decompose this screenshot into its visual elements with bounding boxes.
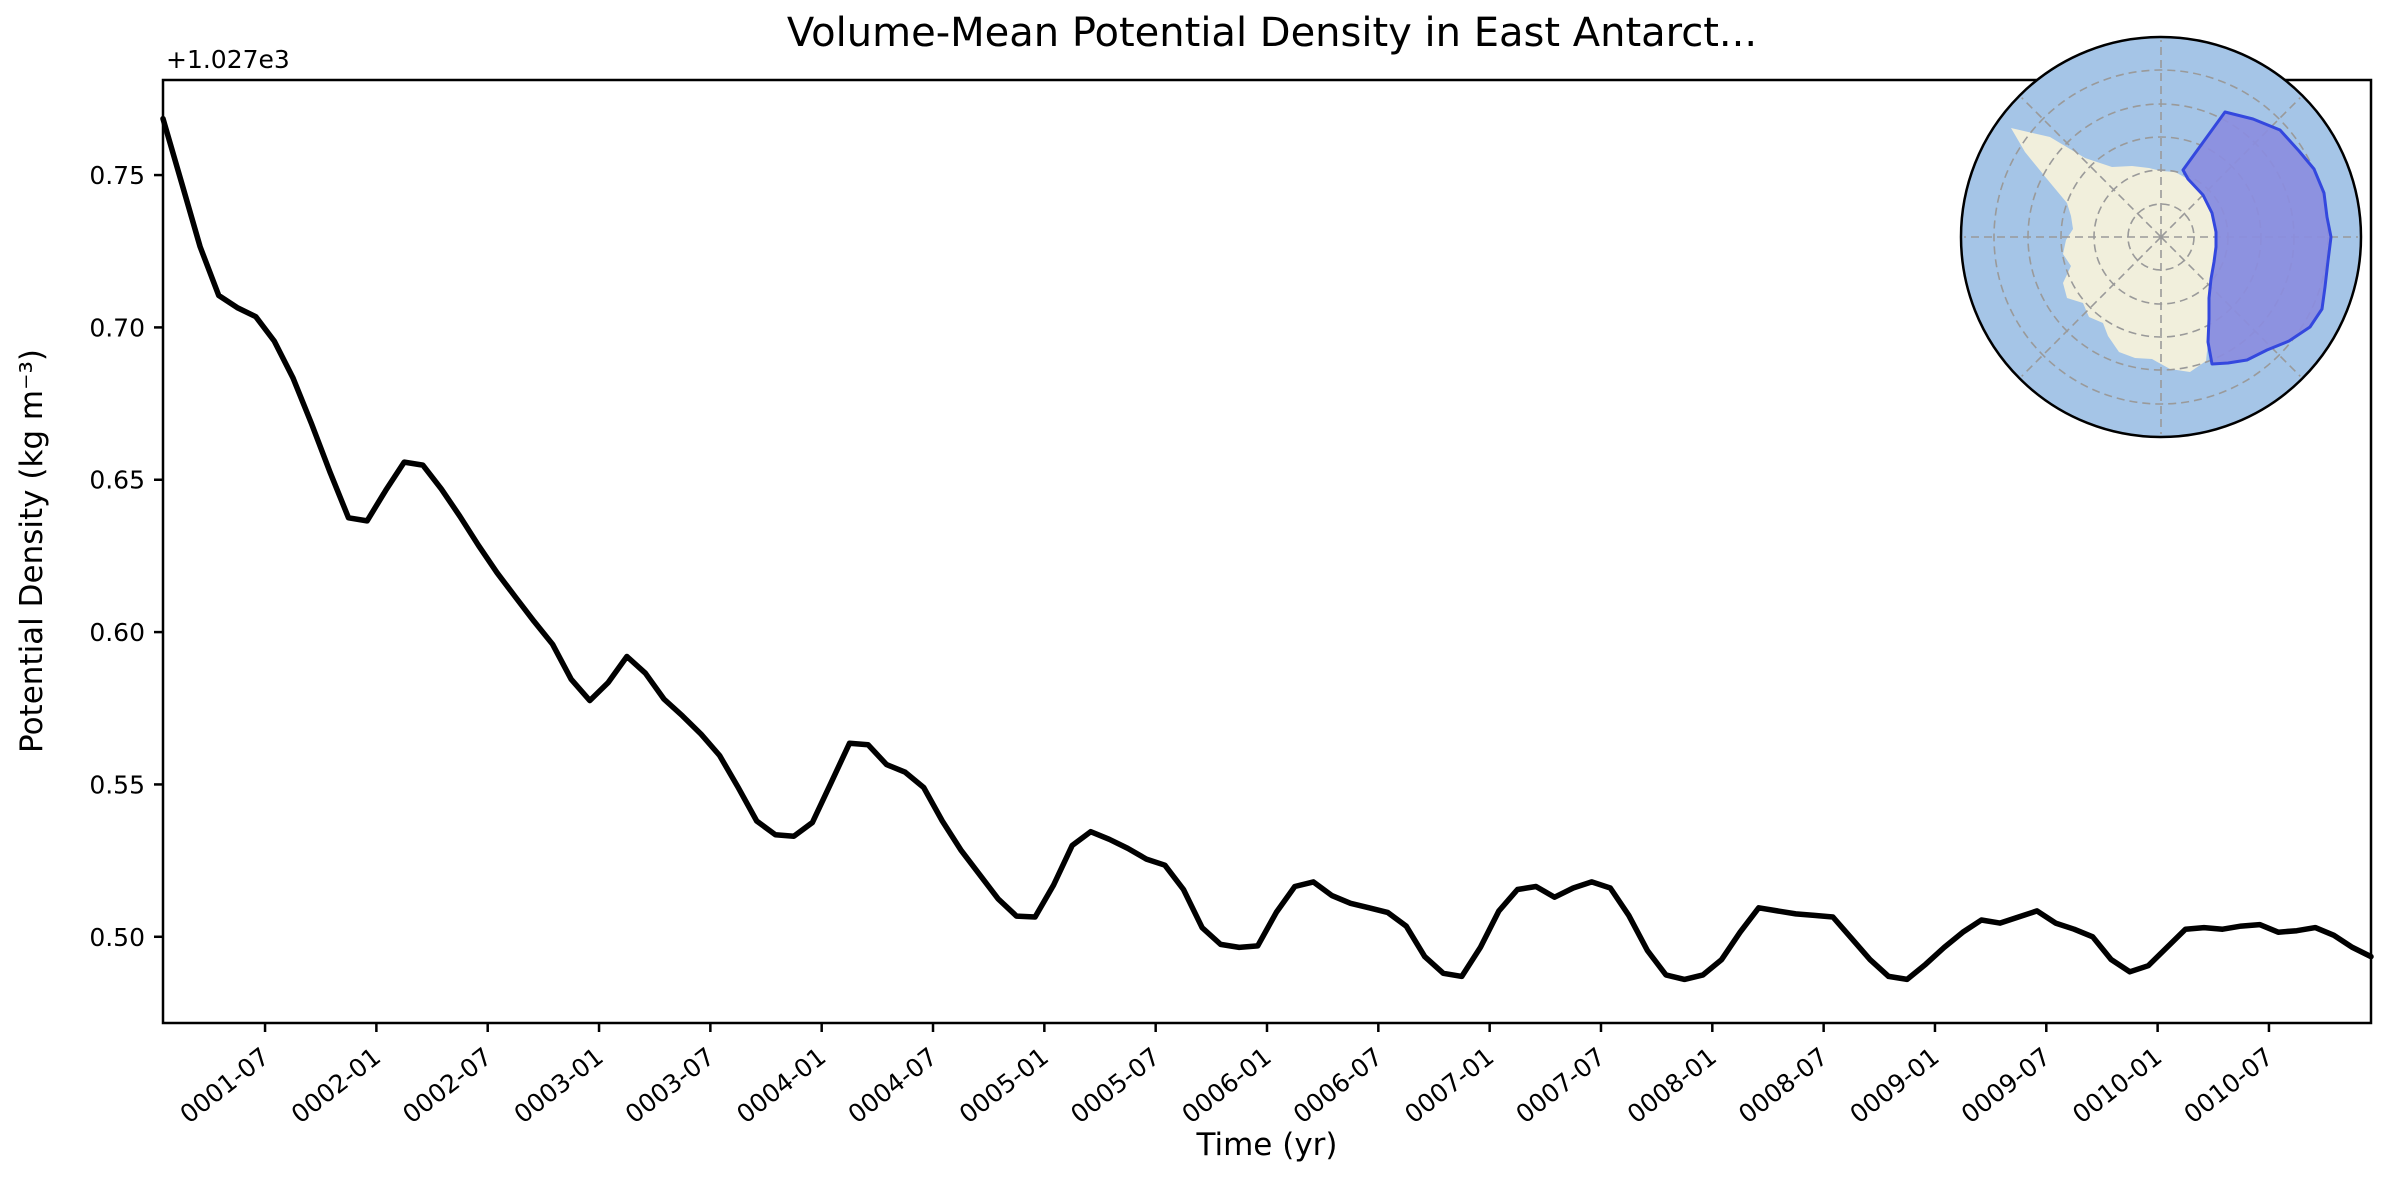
x-tick-label: 0009-01 (1844, 1042, 1944, 1129)
x-tick-label: 0009-07 (1956, 1042, 2056, 1129)
x-tick-label: 0001-07 (175, 1042, 275, 1129)
inset-highlight-region (2181, 110, 2333, 366)
y-tick-label: 0.70 (89, 313, 145, 342)
potential-density-line (160, 115, 2374, 983)
x-axis-ticks: 0001-07 0002-01 0002-07 0003-01 0003-07 0004-… (175, 1023, 2279, 1129)
y-axis-offset-text: +1.027e3 (166, 45, 290, 74)
y-axis-label: Potential Density (kg m⁻³) (14, 349, 50, 753)
x-tick-label: 0006-01 (1177, 1042, 1277, 1129)
inset-antarctica-land (2011, 128, 2216, 372)
x-tick-label: 0004-07 (843, 1042, 943, 1129)
chart-title: Volume-Mean Potential Density in East An… (787, 10, 1757, 56)
y-tick-label: 0.50 (89, 923, 145, 952)
x-tick-label: 0006-07 (1288, 1042, 1388, 1129)
x-tick-label: 0003-01 (509, 1042, 609, 1129)
x-tick-label: 0003-07 (620, 1042, 720, 1129)
y-tick-label: 0.65 (89, 466, 145, 495)
x-tick-label: 0007-01 (1399, 1042, 1499, 1129)
inset-graticule-meridian (2021, 97, 2162, 238)
x-tick-label: 0008-01 (1622, 1042, 1722, 1129)
x-tick-label: 0005-07 (1065, 1042, 1165, 1129)
x-axis-label: Time (yr) (1196, 1127, 1338, 1163)
x-tick-label: 0007-07 (1511, 1042, 1611, 1129)
antarctica-inset-map (1959, 35, 2363, 439)
x-tick-label: 0002-01 (286, 1042, 386, 1129)
y-axis-ticks: 0.50 0.55 0.60 0.65 0.70 0.75 (89, 161, 163, 952)
x-tick-label: 0010-01 (2067, 1042, 2167, 1129)
x-tick-label: 0004-01 (731, 1042, 831, 1129)
x-tick-label: 0010-07 (2178, 1042, 2278, 1129)
y-tick-label: 0.60 (89, 618, 145, 647)
x-tick-label: 0008-07 (1733, 1042, 1833, 1129)
x-tick-label: 0005-01 (954, 1042, 1054, 1129)
plot-border (161, 78, 2373, 1025)
inset-graticule-meridian (2021, 236, 2162, 377)
y-tick-label: 0.75 (89, 161, 145, 190)
x-tick-label: 0002-07 (397, 1042, 497, 1129)
y-tick-label: 0.55 (89, 770, 145, 799)
data-series-line (160, 115, 2374, 983)
inset-map-edge (1959, 35, 2363, 439)
